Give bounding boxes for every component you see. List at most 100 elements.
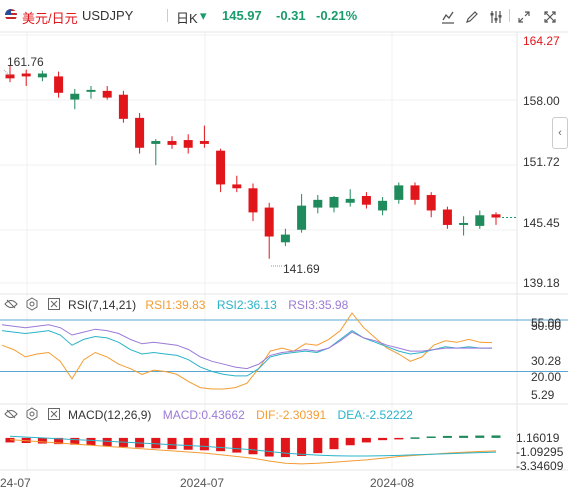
price-axis-tick: 145.45 — [523, 215, 560, 230]
macd-legend: MACD:0.43662 — [162, 408, 245, 422]
macd-axis-tick: -3.34609 — [516, 459, 564, 473]
rsi-settings-icon[interactable] — [25, 297, 39, 311]
candle — [86, 89, 96, 92]
candle — [70, 93, 80, 100]
macd-header: MACD(12,26,9) MACD:0.43662 DIF:-2.30391 … — [4, 407, 413, 423]
candle — [232, 184, 242, 189]
pair-name: 美元/日元 — [22, 11, 78, 26]
macd-bar — [232, 437, 242, 453]
candle — [442, 209, 452, 225]
macd-bar — [361, 437, 371, 443]
candle — [297, 205, 307, 230]
macd-params: MACD(12,26,9) — [68, 408, 152, 422]
time-axis-tick: 2024-08 — [370, 476, 415, 490]
period-selector[interactable]: 日K — [176, 11, 198, 26]
rsi2-legend: RSI2:36.13 — [216, 298, 277, 312]
candle — [459, 223, 469, 225]
rsi-line-rsi2 — [1, 329, 493, 377]
macd-axis-tick: 1.16019 — [516, 431, 560, 445]
macd-bar — [280, 437, 290, 458]
time-axis-tick: 2024-07 — [180, 476, 225, 490]
candle — [475, 215, 485, 226]
candle — [345, 198, 355, 203]
rsi3-legend: RSI3:35.98 — [288, 298, 349, 312]
candle — [135, 117, 145, 148]
candle — [167, 141, 177, 145]
macd-close-icon[interactable] — [47, 407, 61, 421]
fullscreen-icon[interactable] — [514, 7, 534, 27]
candle — [410, 185, 420, 200]
macd-bar — [151, 437, 161, 449]
macd-bar — [216, 437, 226, 452]
candle — [313, 199, 323, 208]
rsi-line-rsi1 — [1, 312, 493, 390]
eye-icon[interactable] — [4, 407, 18, 421]
macd-axis-tick: -1.09295 — [516, 445, 564, 459]
us-flag-icon — [5, 9, 17, 21]
macd-bar — [345, 437, 355, 446]
macd-bar — [183, 437, 193, 450]
price-axis-tick: 158.00 — [523, 94, 560, 109]
macd-bar — [313, 437, 323, 454]
maximize-icon[interactable] — [540, 7, 560, 27]
dea-legend: DEA:-2.52222 — [337, 408, 413, 422]
symbol-label: USDJPY — [82, 8, 134, 23]
candle — [280, 234, 290, 243]
candle — [329, 196, 339, 208]
price-axis-tick: 139.18 — [523, 276, 560, 290]
macd-bar — [5, 437, 15, 443]
candle — [183, 140, 193, 148]
price-axis-tick: 151.72 — [523, 155, 560, 170]
macd-settings-icon[interactable] — [25, 407, 39, 421]
dif-legend: DIF:-2.30391 — [256, 408, 327, 422]
high-annotation-leader — [3, 69, 11, 77]
macd-bar — [37, 437, 47, 444]
macd-bar — [378, 437, 388, 441]
candle — [378, 200, 388, 211]
rsi-header: RSI(7,14,21) RSI1:39.83 RSI2:36.13 RSI3:… — [4, 297, 348, 313]
rsi-close-icon[interactable] — [47, 297, 61, 311]
macd-bar — [167, 437, 177, 450]
macd-bar — [426, 436, 436, 438]
macd-bar — [70, 437, 80, 445]
macd-bar — [199, 437, 209, 451]
candle — [216, 150, 226, 185]
rsi-axis-tick: 50.00 — [531, 319, 562, 333]
candle — [394, 185, 404, 200]
dif-line — [9, 439, 497, 465]
macd-bar — [475, 435, 485, 438]
rsi-line-rsi3 — [1, 324, 493, 370]
candle — [264, 207, 274, 237]
eye-icon[interactable] — [4, 297, 18, 311]
macd-bar — [394, 437, 404, 440]
candle — [5, 74, 15, 79]
settings-icon[interactable] — [486, 7, 506, 27]
chevron-down-icon[interactable]: ▾ — [200, 8, 207, 23]
rsi-axis-tick: 20.00 — [531, 370, 562, 384]
high-price-annotation: 161.76 — [7, 55, 44, 69]
candle — [21, 73, 31, 77]
macd-bar — [86, 437, 96, 446]
rsi-axis-tick: 55.00 — [531, 316, 562, 330]
rsi-axis-tick: 5.29 — [531, 388, 555, 402]
candle — [248, 188, 258, 213]
indicator-icon[interactable] — [438, 7, 458, 27]
draw-icon[interactable] — [462, 7, 482, 27]
price-axis-tick: 164.27 — [523, 34, 560, 48]
price-change-pct: -0.21% — [316, 8, 358, 23]
side-panel-toggle[interactable]: ‹ — [552, 117, 568, 149]
macd-bar — [329, 437, 339, 450]
macd-bar — [264, 437, 274, 457]
low-price-annotation: 141.69 — [283, 262, 320, 276]
macd-bar — [459, 435, 469, 438]
chart-header: 美元/日元 USDJPY 日K ▾ 145.97 -0.31 -0.21% — [0, 0, 568, 32]
macd-bar — [102, 437, 112, 447]
macd-bar — [297, 437, 307, 456]
candle — [361, 195, 371, 205]
candle — [199, 141, 209, 144]
macd-bar — [248, 437, 258, 455]
chevron-left-icon: ‹ — [558, 127, 562, 139]
toolbar-divider — [509, 9, 510, 22]
rsi-params: RSI(7,14,21) — [68, 298, 137, 312]
